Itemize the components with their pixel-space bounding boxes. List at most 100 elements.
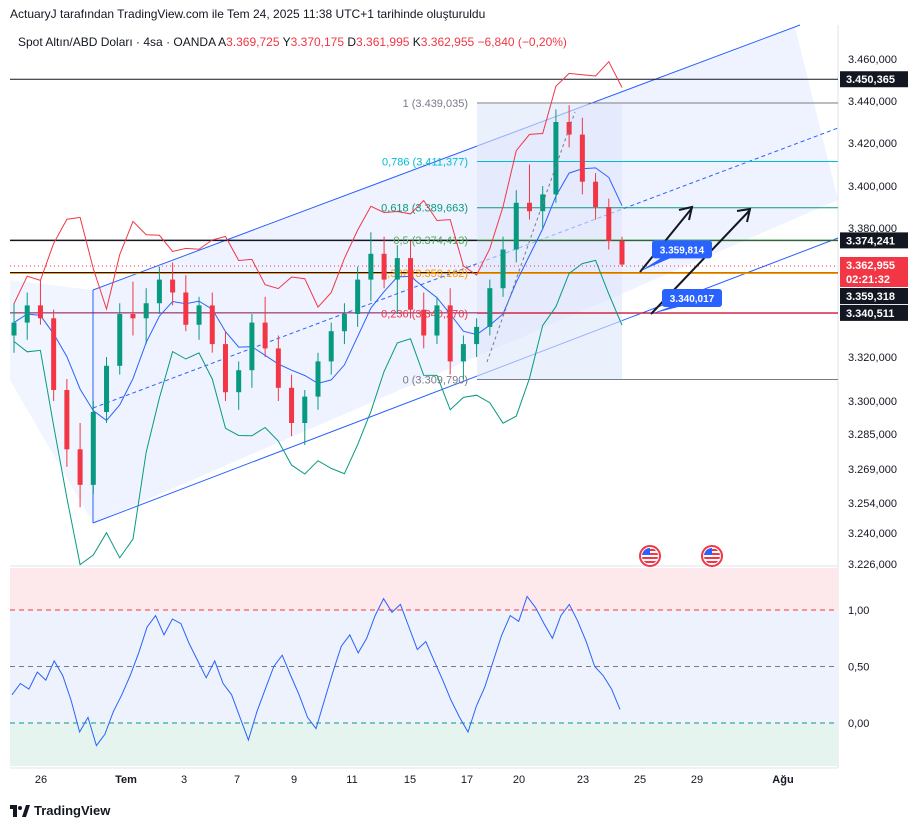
us-flag-icon[interactable] bbox=[701, 545, 723, 567]
close-value: 3.362,955 bbox=[420, 35, 475, 49]
price-callout[interactable]: 3.359,814 bbox=[640, 240, 712, 272]
oscillator-axis-ticks: 1,00 0,50 0,00 bbox=[848, 605, 869, 730]
chart-attribution: ActuaryJ tarafından TradingView.com ile … bbox=[10, 7, 486, 21]
candle bbox=[593, 173, 599, 220]
price-tick-label: 3.380,000 bbox=[848, 223, 897, 235]
candle bbox=[90, 401, 96, 494]
high-label: Y bbox=[282, 35, 291, 49]
fibonacci-zone bbox=[477, 104, 622, 380]
change-value: −6,840 (−0,20%) bbox=[477, 35, 567, 49]
candle bbox=[421, 292, 427, 349]
symbol-name[interactable]: Spot Altın/ABD Doları · 4sa · OANDA bbox=[18, 35, 216, 49]
candle bbox=[434, 296, 440, 345]
time-tick-label: 7 bbox=[234, 774, 240, 786]
candle bbox=[355, 266, 361, 327]
price-axis-labels: 3.450,365 3.374,241 3.362,955 02:21:32 3.359… bbox=[840, 71, 908, 321]
candle bbox=[104, 357, 110, 423]
candle bbox=[117, 303, 123, 375]
candle bbox=[209, 292, 215, 353]
low-value: 3.361,995 bbox=[356, 35, 410, 49]
time-tick-label: Ağu bbox=[772, 774, 793, 786]
fib-level-label: 0,382 (3.359,162) bbox=[381, 268, 468, 280]
candle bbox=[156, 266, 162, 314]
channel-upper-line bbox=[92, 24, 801, 291]
oscillator-bands bbox=[10, 609, 838, 724]
candle bbox=[487, 279, 493, 336]
candle bbox=[37, 279, 43, 325]
candle bbox=[130, 281, 136, 336]
svg-text:3.359,814: 3.359,814 bbox=[660, 245, 705, 256]
oscillator-tick-label: 0,50 bbox=[848, 662, 869, 674]
price-tick-label: 3.240,000 bbox=[848, 528, 897, 540]
fib-level-label: 0 (3.309,790) bbox=[403, 374, 468, 386]
time-tick-label: Tem bbox=[115, 774, 137, 786]
oscillator-tick-label: 1,00 bbox=[848, 605, 869, 617]
left-region-fill bbox=[10, 280, 93, 523]
channel-lower-line bbox=[92, 237, 839, 524]
candle bbox=[553, 109, 559, 203]
candle bbox=[249, 314, 255, 388]
candle bbox=[77, 423, 83, 508]
price-tick-label: 3.320,000 bbox=[848, 352, 897, 364]
fib-level-label: 0,5 (3.374,413) bbox=[393, 235, 468, 247]
time-tick-label: 11 bbox=[346, 774, 357, 786]
candlestick-series bbox=[11, 105, 625, 508]
candle bbox=[222, 331, 228, 401]
time-tick-label: 17 bbox=[461, 774, 473, 786]
candle bbox=[11, 303, 17, 353]
close-label: K bbox=[412, 35, 421, 49]
time-tick-label: 20 bbox=[513, 774, 525, 786]
oscillator-oversold-zone bbox=[10, 723, 838, 766]
oscillator-line bbox=[11, 595, 621, 747]
open-value: 3.369,725 bbox=[226, 35, 280, 49]
arrow-up-right-icon[interactable] bbox=[639, 205, 694, 273]
time-tick-label: 26 bbox=[35, 774, 47, 786]
price-tick-label: 3.300,000 bbox=[848, 396, 897, 408]
candle bbox=[474, 318, 480, 357]
price-tick-label: 3.440,000 bbox=[848, 96, 897, 108]
candle bbox=[289, 374, 295, 437]
candle bbox=[143, 288, 149, 345]
us-flag-icon[interactable] bbox=[639, 545, 661, 567]
price-tick-label: 3.226,000 bbox=[848, 559, 897, 571]
candle bbox=[64, 379, 70, 467]
price-axis-label: 3.450,365 bbox=[840, 71, 908, 88]
bb-lower-line bbox=[13, 259, 623, 566]
brand-name: TradingView bbox=[34, 803, 111, 818]
time-tick-label: 9 bbox=[291, 774, 297, 786]
candle bbox=[394, 245, 400, 314]
tradingview-logo-icon bbox=[10, 804, 30, 817]
candle bbox=[183, 275, 189, 332]
oscillator-tick-label: 0,00 bbox=[848, 718, 869, 730]
fib-level-label: 0,618 (3.389,663) bbox=[381, 203, 468, 215]
price-axis-label: 3.340,511 bbox=[840, 304, 908, 321]
price-callouts: 3.359,814 3.340,017 bbox=[640, 240, 722, 314]
price-tick-label: 3.285,000 bbox=[848, 429, 897, 441]
candle bbox=[328, 322, 334, 375]
svg-text:3.340,017: 3.340,017 bbox=[670, 294, 715, 305]
time-tick-label: 15 bbox=[404, 774, 416, 786]
time-axis-ticks: 26 Tem 3 7 9 11 15 17 20 23 25 29 Ağu bbox=[35, 774, 794, 786]
candle bbox=[579, 117, 585, 195]
svg-text:3.340,511: 3.340,511 bbox=[846, 308, 894, 320]
candle bbox=[51, 309, 57, 401]
fib-level-label: 1 (3.439,035) bbox=[403, 98, 468, 110]
symbol-legend: Spot Altın/ABD Doları · 4sa · OANDA A3.3… bbox=[18, 35, 567, 49]
tradingview-footer: TradingView bbox=[10, 803, 110, 818]
oscillator-series bbox=[11, 595, 621, 747]
price-callout[interactable]: 3.340,017 bbox=[651, 288, 722, 314]
time-tick-label: 23 bbox=[577, 774, 589, 786]
candle bbox=[513, 190, 519, 263]
candle bbox=[170, 262, 176, 306]
candle bbox=[302, 390, 308, 445]
fib-level-label: 0,786 (3.411,377) bbox=[382, 157, 468, 169]
open-label: A bbox=[218, 35, 227, 49]
candle bbox=[619, 236, 625, 267]
candle bbox=[381, 236, 387, 289]
candle bbox=[196, 296, 202, 340]
price-axis-ticks: 3.460,000 3.440,000 3.420,000 3.400,000 3.38… bbox=[848, 54, 897, 571]
price-tick-label: 3.460,000 bbox=[848, 54, 897, 66]
candle bbox=[24, 292, 30, 340]
regression-channel-fill bbox=[93, 27, 838, 523]
